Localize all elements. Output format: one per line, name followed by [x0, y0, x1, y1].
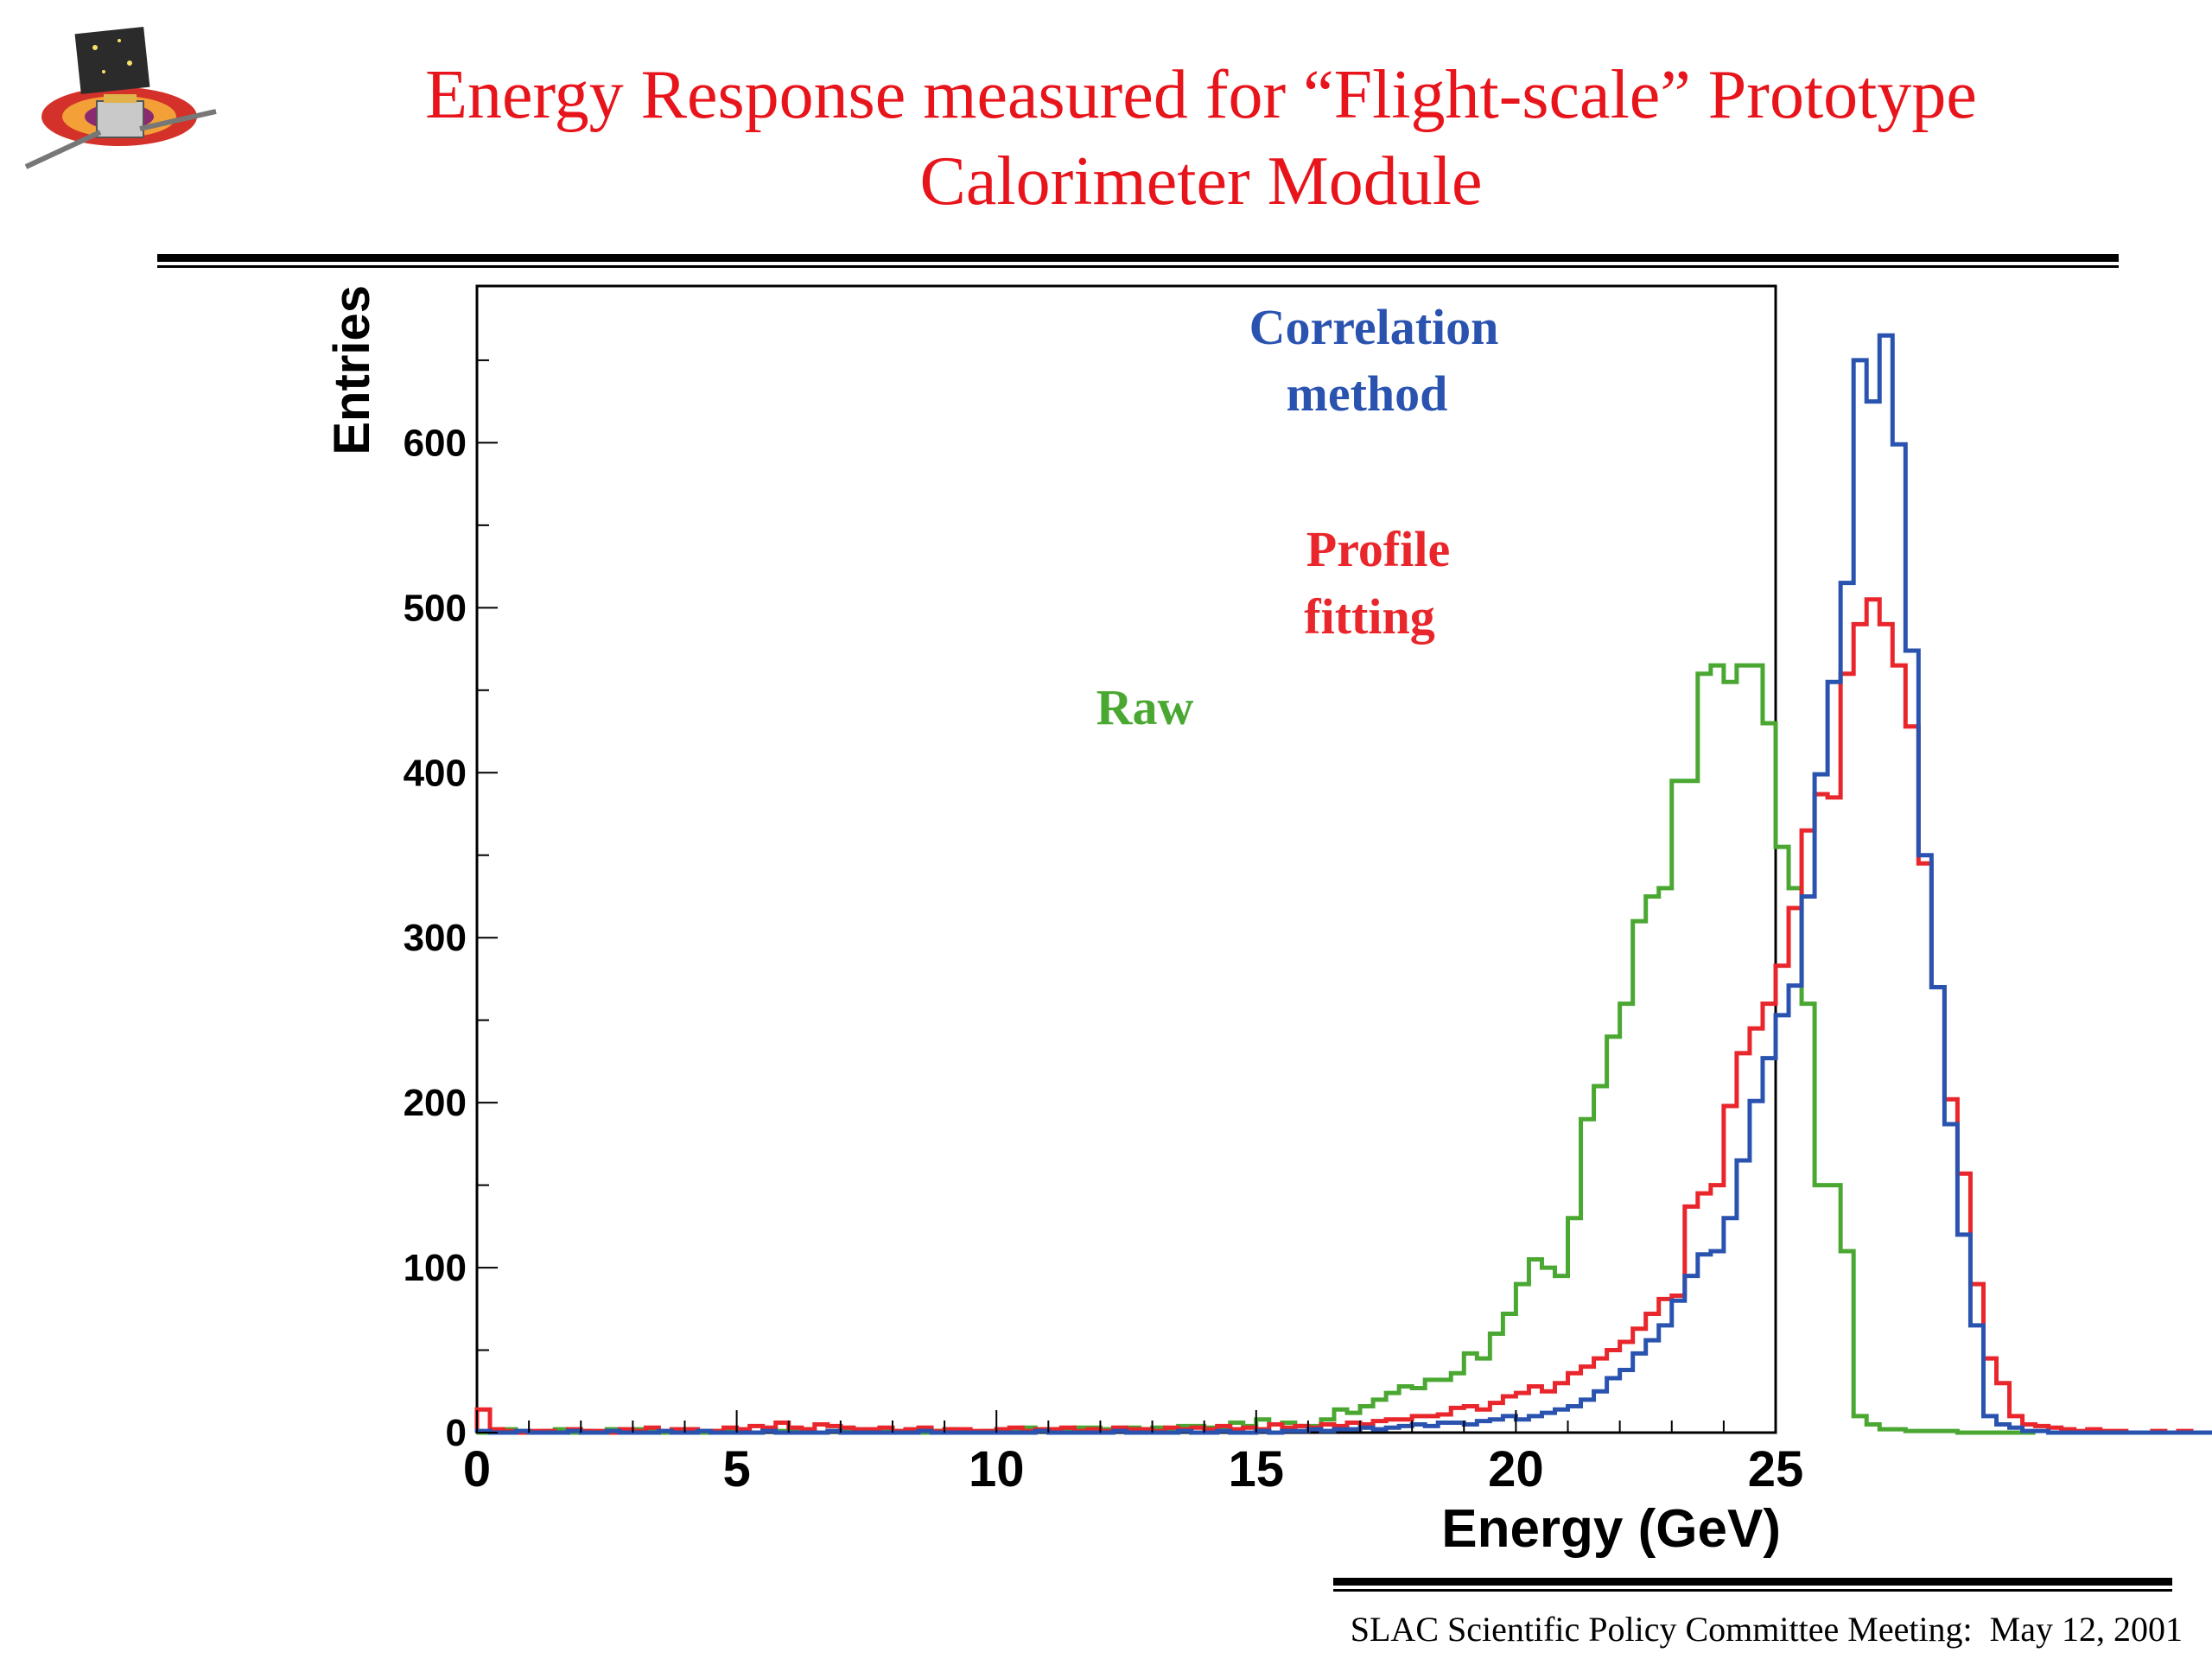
- x-tick-label: 5: [722, 1441, 750, 1497]
- x-tick-label: 0: [463, 1441, 491, 1497]
- glast-logo-icon: [24, 27, 217, 169]
- x-tick-label: 10: [969, 1441, 1025, 1497]
- y-tick-label: 200: [404, 1082, 467, 1124]
- x-axis-title: Energy (GeV): [1441, 1499, 1781, 1559]
- bottom-divider-thick: [1333, 1578, 2172, 1586]
- y-tick-label: 0: [446, 1412, 467, 1454]
- series-label-correlation-method: Correlation: [1249, 299, 1499, 355]
- plot-frame: [475, 284, 1777, 1434]
- y-tick-label: 400: [404, 752, 467, 794]
- bottom-divider-thin: [1333, 1589, 2172, 1592]
- slide-title-line-2: Calorimeter Module: [919, 143, 1483, 219]
- slide-title: Energy Response measured for “Flight-sca…: [285, 52, 2117, 225]
- x-tick-label: 20: [1488, 1441, 1544, 1497]
- slide-title-line-1: Energy Response measured for “Flight-sca…: [425, 57, 1977, 133]
- top-divider-thin: [157, 265, 2119, 268]
- y-tick-label: 500: [404, 587, 467, 629]
- series-label-profile-fitting: fitting: [1304, 588, 1434, 645]
- y-tick-label: 300: [404, 917, 467, 959]
- x-tick-label: 15: [1229, 1441, 1285, 1497]
- series-label-raw: Raw: [1096, 679, 1194, 735]
- top-divider-thick: [157, 254, 2119, 262]
- footer-meeting-info: SLAC Scientific Policy Committee Meeting…: [1350, 1610, 2183, 1649]
- series-label-correlation-method: method: [1287, 365, 1448, 422]
- series-label-profile-fitting: Profile: [1306, 521, 1450, 577]
- y-axis-title: Entries: [324, 285, 380, 455]
- y-tick-label: 600: [404, 422, 467, 464]
- x-tick-label: 25: [1748, 1441, 1804, 1497]
- y-tick-label: 100: [404, 1247, 467, 1289]
- series-line-profile-fitting: [474, 597, 2212, 1435]
- series-line-correlation-method: [474, 333, 2212, 1435]
- series-line-raw: [477, 663, 2036, 1435]
